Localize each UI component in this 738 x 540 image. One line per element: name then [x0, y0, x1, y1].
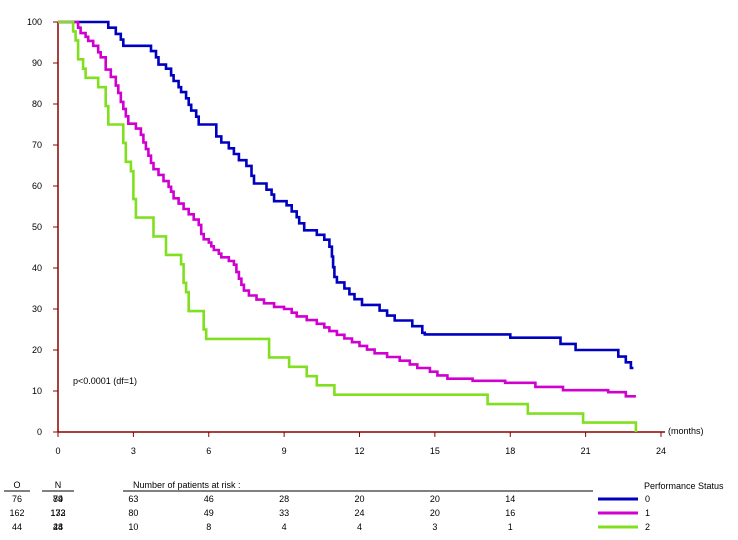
risk-count: 28	[279, 494, 289, 504]
y-tick-label: 80	[32, 99, 42, 109]
p-value-annotation: p<0.0001 (df=1)	[73, 376, 137, 386]
legend-label: 1	[645, 508, 650, 518]
risk-col-o-header: O	[13, 480, 20, 490]
risk-row-o: 76	[12, 494, 22, 504]
risk-count: 33	[279, 508, 289, 518]
risk-row-o: 162	[9, 508, 24, 518]
risk-row-n: 44	[53, 522, 63, 532]
legend-label: 0	[645, 494, 650, 504]
x-tick-label: 9	[282, 446, 287, 456]
risk-count: 8	[206, 522, 211, 532]
x-tick-label: 18	[505, 446, 515, 456]
risk-count: 20	[430, 494, 440, 504]
risk-count: 80	[128, 508, 138, 518]
risk-count: 10	[128, 522, 138, 532]
legend: Performance Status 0 1 2	[598, 481, 724, 532]
risk-table-title: Number of patients at risk :	[133, 480, 241, 490]
legend-label: 2	[645, 522, 650, 532]
x-tick-label: 6	[206, 446, 211, 456]
risk-count: 28	[53, 522, 63, 532]
legend-items: 0 1 2	[598, 494, 650, 532]
survival-curve-ps-0	[58, 20, 634, 370]
risk-count: 20	[430, 508, 440, 518]
risk-count: 49	[204, 508, 214, 518]
risk-count: 20	[354, 494, 364, 504]
risk-row-n: 84	[53, 494, 63, 504]
y-tick-label: 50	[32, 222, 42, 232]
y-tick-label: 100	[27, 17, 42, 27]
x-tick-label: 24	[656, 446, 666, 456]
risk-count: 14	[505, 494, 515, 504]
risk-count: 4	[357, 522, 362, 532]
x-tick-label: 15	[430, 446, 440, 456]
y-tick-label: 40	[32, 263, 42, 273]
risk-count: 133	[50, 508, 65, 518]
risk-count: 63	[128, 494, 138, 504]
y-tick-label: 0	[37, 427, 42, 437]
axes: 0 3 6 9 12 15 18 21 24 0 10 20 30 40 50 60 70 80 90 100	[27, 17, 666, 456]
y-tick-label: 70	[32, 140, 42, 150]
risk-col-n-header: N	[55, 480, 62, 490]
survival-curve-ps-1	[58, 20, 636, 398]
risk-count: 4	[282, 522, 287, 532]
risk-count: 46	[204, 494, 214, 504]
risk-count: 1	[508, 522, 513, 532]
x-tick-label: 3	[131, 446, 136, 456]
y-tick-label: 10	[32, 386, 42, 396]
y-tick-label: 20	[32, 345, 42, 355]
legend-title: Performance Status	[644, 481, 724, 491]
risk-count: 24	[354, 508, 364, 518]
survival-curves	[58, 20, 638, 432]
x-tick-label: 12	[354, 446, 364, 456]
y-tick-label: 30	[32, 304, 42, 314]
risk-count: 16	[505, 508, 515, 518]
risk-row-o: 44	[12, 522, 22, 532]
risk-count: 3	[432, 522, 437, 532]
x-tick-label: 21	[581, 446, 591, 456]
y-tick-label: 60	[32, 181, 42, 191]
risk-count: 79	[53, 494, 63, 504]
survival-curve-ps-2	[58, 20, 638, 432]
y-tick-label: 90	[32, 58, 42, 68]
risk-row-n: 172	[50, 508, 65, 518]
x-unit-label: (months)	[668, 426, 704, 436]
x-tick-label: 0	[55, 446, 60, 456]
